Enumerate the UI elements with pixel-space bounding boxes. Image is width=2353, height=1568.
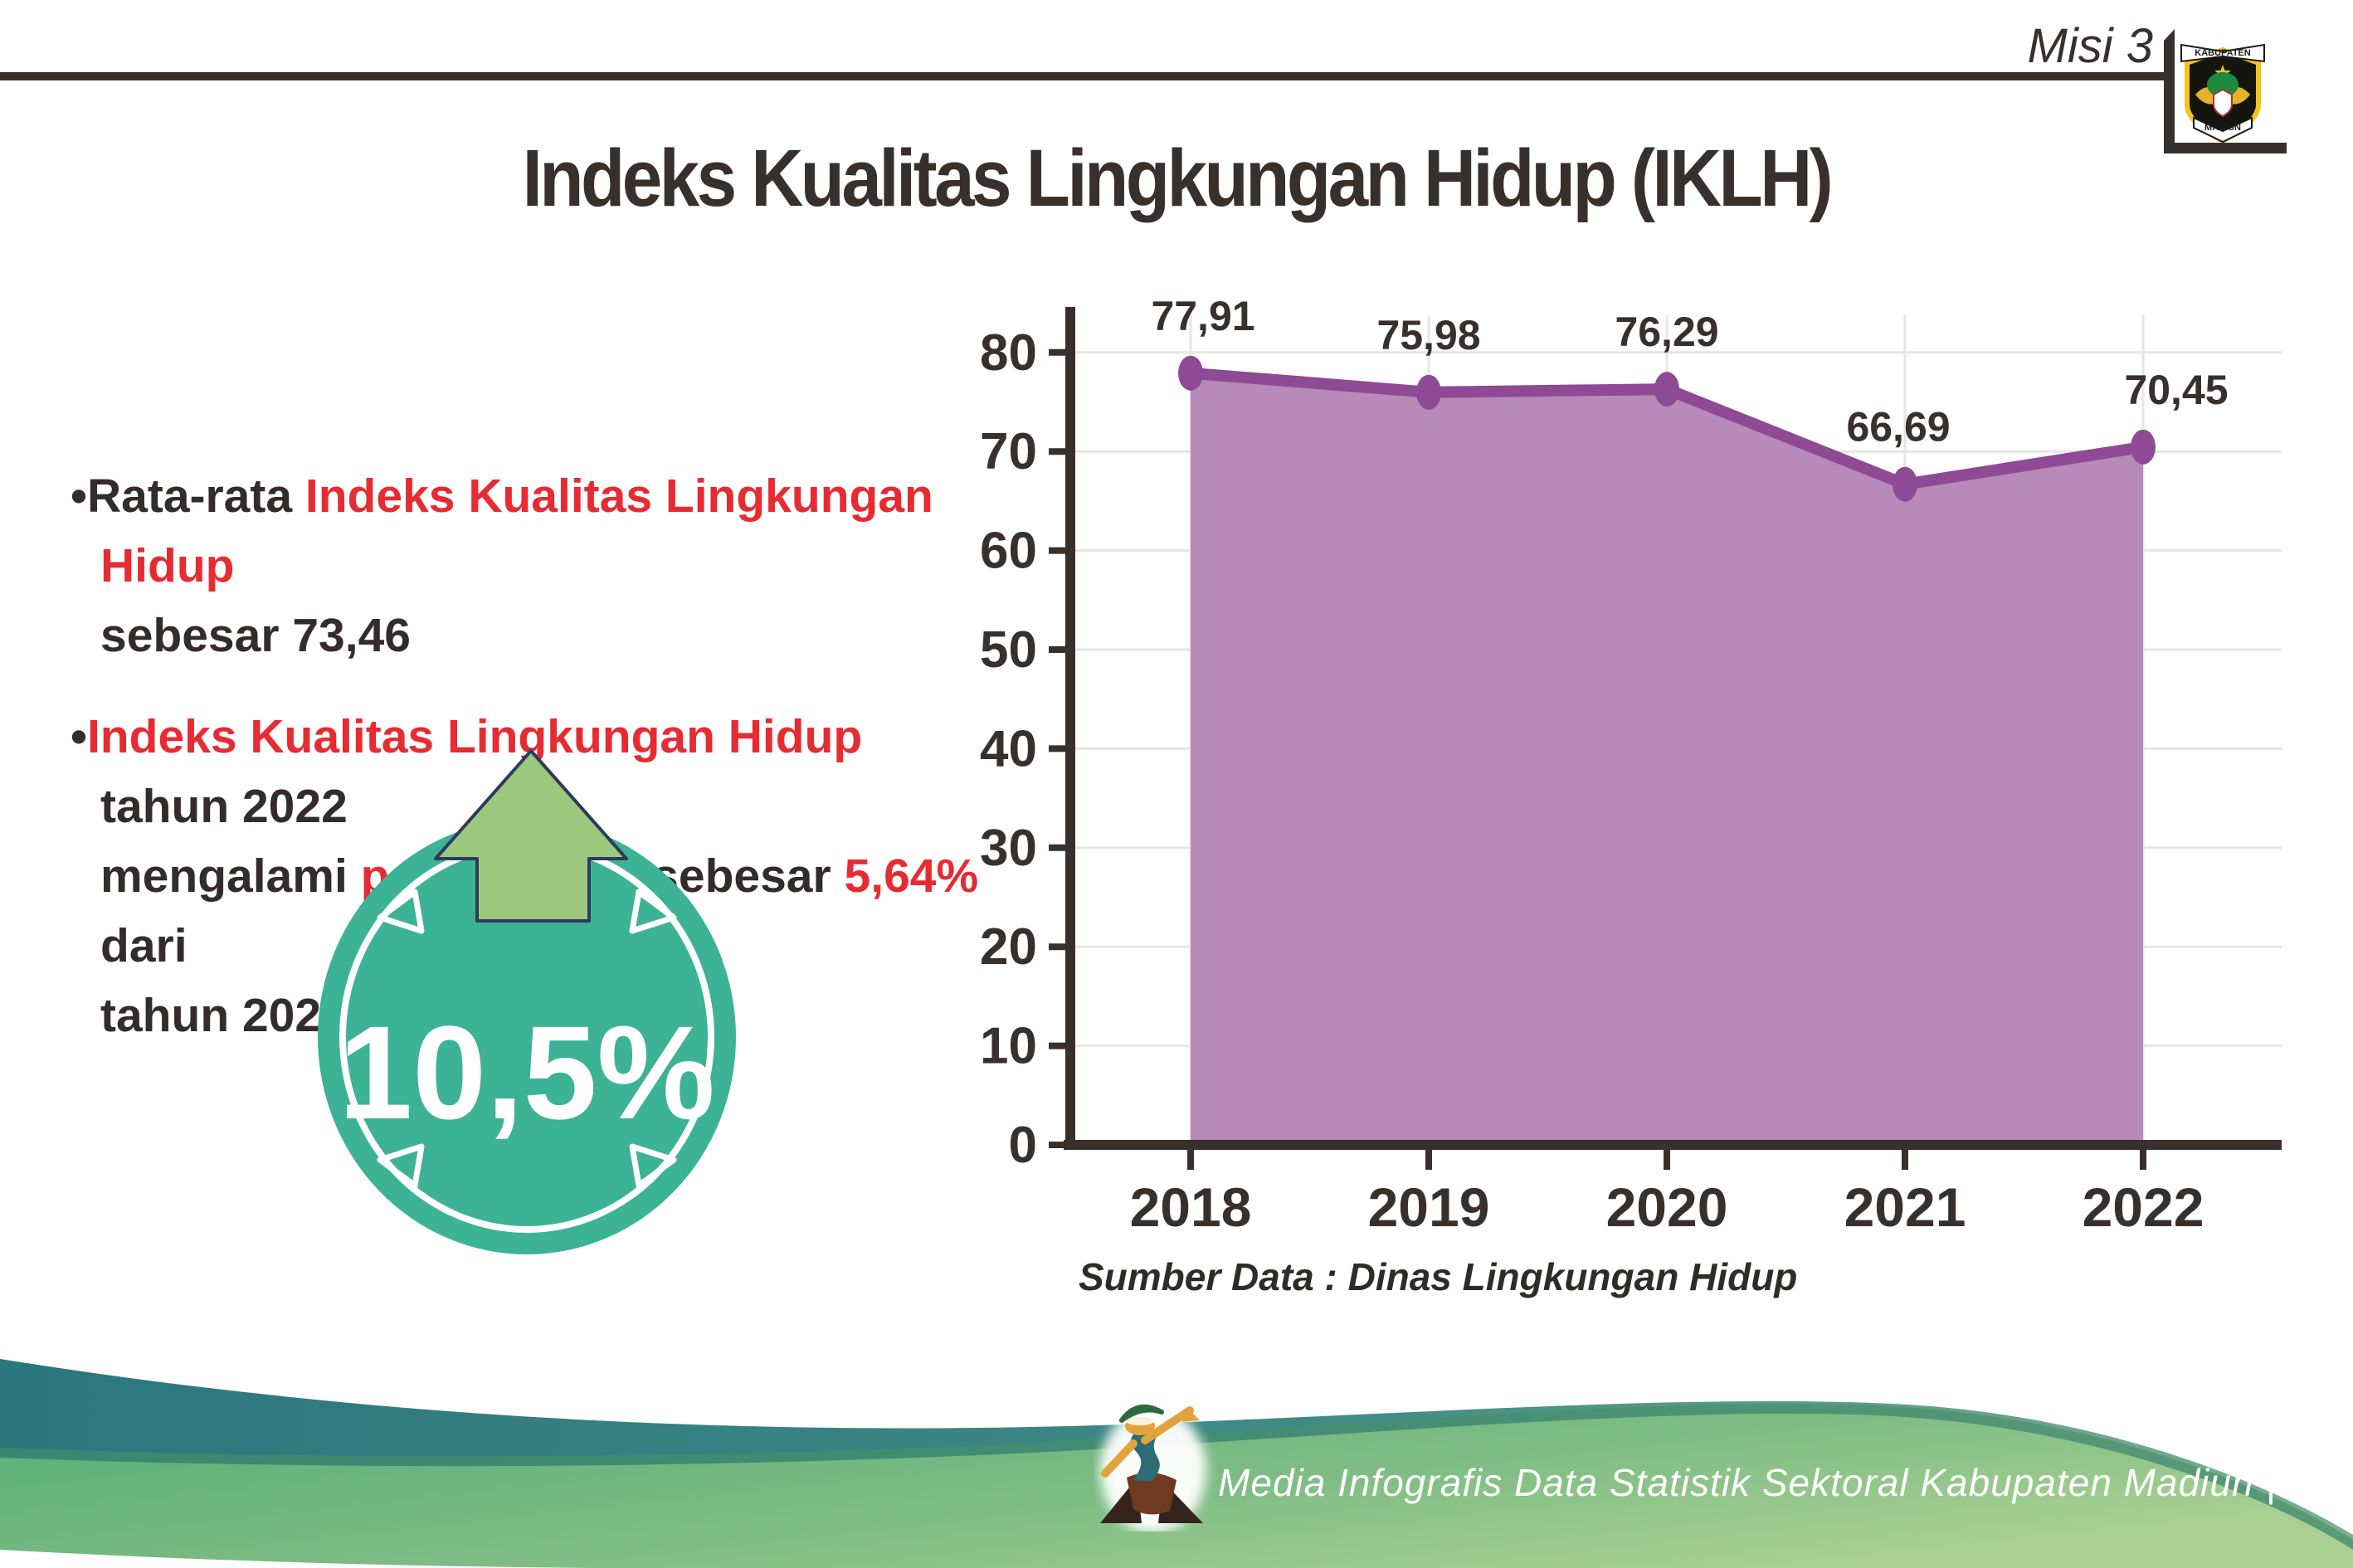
- data-value-label: 70,45: [2124, 367, 2228, 413]
- bullet-average-iklh: •Rata-rata Indeks Kualitas Lingkungan Hi…: [71, 470, 933, 662]
- data-value-label: 75,98: [1376, 312, 1480, 358]
- arrow-up-icon: [434, 749, 628, 923]
- x-tick-label: 2022: [2083, 1176, 2204, 1238]
- increase-badge: 10,5%: [318, 749, 736, 1254]
- chart-source: Sumber Data : Dinas Lingkungan Hidup: [1079, 1255, 1797, 1298]
- wave-bottom-white-sliver: [0, 1550, 597, 1568]
- data-point-marker: [1178, 355, 1203, 391]
- y-tick-label: 0: [1009, 1117, 1037, 1174]
- y-tick-label: 70: [980, 423, 1037, 480]
- page-title: Indeks Kualitas Lingkungan Hidup (IKLH): [522, 133, 1834, 224]
- header-rule: [0, 72, 2167, 80]
- corner-bracket: [2164, 29, 2287, 153]
- logo-bottom-word: MADIUN: [2204, 123, 2241, 133]
- y-tick-label: 30: [980, 820, 1037, 877]
- y-tick-label: 50: [980, 621, 1037, 679]
- misi-label: Misi 3: [2027, 19, 2153, 73]
- y-tick-label: 80: [980, 324, 1037, 382]
- mascot-dancer-icon: [1100, 1404, 1206, 1531]
- area-fill: [1191, 373, 2143, 1145]
- y-tick-label: 10: [980, 1018, 1037, 1075]
- y-tick-label: 20: [980, 918, 1037, 976]
- summary-bullets: •Rata-rata Indeks Kualitas Lingkungan Hi…: [71, 461, 1000, 1050]
- x-tick-label: 2020: [1606, 1176, 1728, 1238]
- y-tick-label: 60: [980, 523, 1037, 580]
- sparkle-triangles: [377, 889, 677, 1189]
- data-value-label: 76,29: [1615, 309, 1718, 355]
- data-value-label: 66,69: [1846, 404, 1950, 450]
- x-tick-label: 2018: [1130, 1176, 1252, 1238]
- data-point-marker: [1416, 374, 1441, 410]
- data-point-marker: [2131, 429, 2156, 465]
- data-point-marker: [1654, 372, 1679, 407]
- iklh-area-chart: 0 10 20 30 40 50 60 70 80 2018 2019 2020 2021 2022 77,…: [980, 293, 2282, 1298]
- y-tick-label: 40: [980, 720, 1037, 777]
- x-tick-label: 2019: [1368, 1176, 1490, 1238]
- data-point-marker: [1893, 466, 1917, 502]
- logo-top-word: KABUPATEN: [2195, 48, 2250, 58]
- footer-credit: Media Infografis Data Statistik Sektoral…: [1218, 1461, 2277, 1504]
- badge-value: 10,5%: [339, 998, 715, 1147]
- data-value-label: 77,91: [1151, 293, 1254, 339]
- kabupaten-madiun-logo-icon: KABUPATEN MADIUN: [2180, 43, 2265, 143]
- x-tick-label: 2021: [1844, 1176, 1966, 1238]
